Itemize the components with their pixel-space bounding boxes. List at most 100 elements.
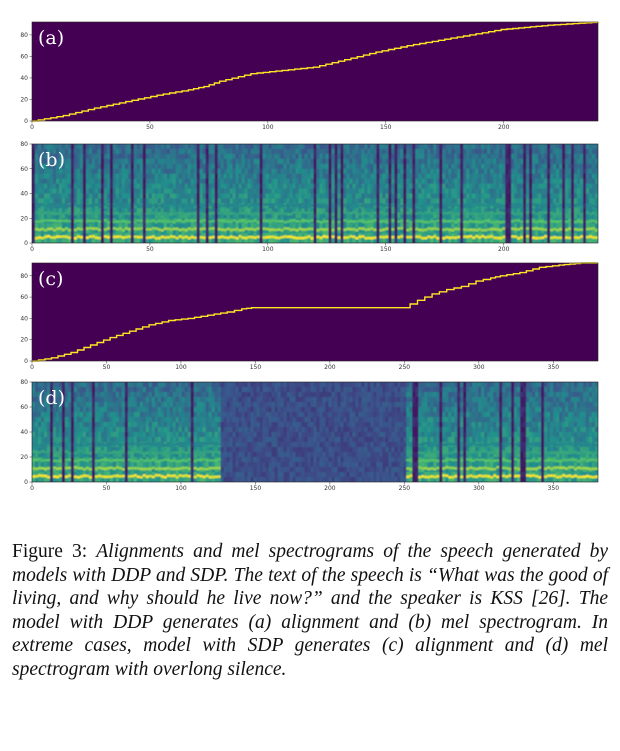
spectrogram-cell (136, 228, 141, 234)
harmonic-band (193, 203, 198, 206)
spectrogram-cell (229, 238, 234, 243)
spectrogram-cell (346, 188, 350, 194)
spectrogram-cell (223, 233, 228, 239)
harmonic-band (574, 211, 578, 215)
spectrogram-cell (56, 163, 60, 170)
spectrogram-cell (139, 193, 144, 199)
harmonic-band (301, 219, 305, 222)
spectrogram-cell (247, 228, 251, 234)
spectrogram-cell (400, 168, 404, 175)
spectrogram-cell (166, 144, 171, 150)
harmonic-band (502, 227, 506, 230)
spectrogram-cell (53, 163, 57, 170)
spectrogram-cell (550, 144, 554, 150)
spectrogram-cell (286, 193, 290, 199)
spectrogram-cell (47, 158, 51, 165)
spectrogram-cell (226, 188, 231, 194)
spectrogram-cell (439, 168, 443, 175)
harmonic-band (451, 236, 455, 239)
spectrogram-cell (250, 153, 254, 160)
spectrogram-cell (181, 193, 186, 199)
spectrogram-cell (232, 183, 236, 189)
spectrogram-cell (109, 188, 114, 194)
spectrogram-cell (358, 213, 362, 219)
spectrogram-cell (397, 153, 401, 160)
spectrogram-cell (412, 158, 416, 165)
harmonic-band (121, 212, 126, 216)
spectrogram-cell (400, 183, 404, 189)
spectrogram-cell (70, 188, 75, 194)
spectrogram-cell (415, 144, 419, 150)
harmonic-band (577, 228, 581, 231)
spectrogram-cell (499, 233, 503, 239)
spectrogram-cell (508, 208, 512, 214)
spectrogram-cell (283, 193, 287, 199)
spectrogram-cell (50, 412, 54, 418)
spectrogram-cell (274, 168, 278, 175)
harmonic-band (175, 227, 180, 231)
spectrogram-cell (385, 213, 389, 219)
spectrogram-cell (358, 198, 362, 204)
spectrogram-cell (199, 148, 204, 155)
harmonic-band (283, 220, 287, 224)
spectrogram-cell (529, 193, 533, 199)
spectrogram-cell (496, 168, 500, 175)
spectrogram-cell (38, 183, 42, 189)
spectrogram-cell (577, 208, 581, 214)
spectrogram-cell (388, 218, 392, 224)
harmonic-band (463, 203, 467, 207)
spectrogram-cell (577, 148, 581, 155)
harmonic-band (373, 211, 377, 215)
spectrogram-cell (553, 233, 557, 239)
spectrogram-cell (226, 198, 231, 204)
spectrogram-cell (166, 208, 171, 214)
spectrogram-cell (493, 193, 497, 199)
spectrogram-cell (181, 228, 186, 234)
spectrogram-cell (526, 163, 530, 170)
spectrogram-cell (478, 153, 482, 160)
spectrogram-cell (325, 198, 329, 204)
spectrogram-cell (169, 228, 174, 234)
spectrogram-cell (271, 168, 275, 175)
spectrogram-cell (133, 228, 138, 234)
spectrogram-cell (118, 213, 123, 219)
spectrogram-cell (250, 238, 254, 243)
spectrogram-cell (142, 223, 147, 229)
spectrogram-cell (202, 183, 207, 189)
spectrogram-cell (127, 158, 132, 165)
spectrogram-cell (235, 163, 239, 170)
spectrogram-cell (328, 228, 332, 234)
spectrogram-cell (205, 203, 210, 209)
spectrogram-cell (172, 153, 177, 160)
spectrogram-cell (44, 163, 48, 170)
harmonic-band (316, 235, 320, 239)
harmonic-band (517, 212, 521, 216)
spectrogram-cell (430, 183, 434, 189)
spectrogram-cell (469, 153, 473, 160)
spectrogram-cell (160, 153, 165, 160)
harmonic-band (280, 235, 284, 239)
spectrogram-cell (355, 193, 359, 199)
spectrogram-cell (328, 223, 332, 229)
harmonic-band (53, 212, 57, 216)
spectrogram-cell (334, 238, 338, 243)
harmonic-band (121, 219, 126, 223)
spectrogram-cell (469, 148, 473, 155)
spectrogram-cell (280, 148, 284, 155)
spectrogram-cell (514, 144, 518, 150)
spectrogram-cell (106, 213, 111, 219)
spectrogram-cell (205, 238, 210, 243)
spectrogram-cell (100, 213, 105, 219)
spectrogram-cell (481, 188, 485, 194)
spectrogram-cell (61, 188, 66, 194)
spectrogram-cell (451, 223, 455, 229)
spectrogram-cell (352, 153, 356, 160)
harmonic-band (526, 235, 530, 238)
spectrogram-cell (41, 402, 45, 408)
spectrogram-cell (56, 208, 60, 214)
harmonic-band (466, 204, 470, 208)
spectrogram-cell (178, 183, 183, 189)
harmonic-band (47, 235, 51, 238)
spectrogram-cell (184, 188, 189, 194)
